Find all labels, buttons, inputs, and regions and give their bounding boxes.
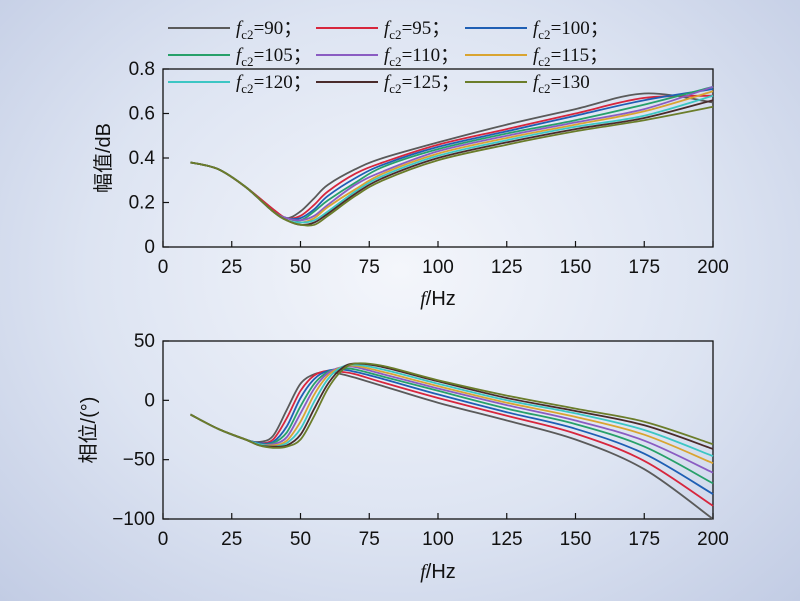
- legend-item: fc2=130: [465, 72, 590, 96]
- legend-label-var: f: [236, 72, 244, 93]
- legend-label: fc2=100；: [533, 18, 609, 42]
- y-tick-label: 0.2: [129, 193, 155, 214]
- x-tick-label: 100: [422, 257, 454, 278]
- legend-label-value: =100；: [551, 18, 609, 39]
- magnitude-y-axis-title: 幅值/dB: [92, 123, 115, 193]
- legend-label-value: =105；: [254, 45, 312, 66]
- phase-x-axis-unit: /Hz: [426, 561, 456, 583]
- magnitude-x-axis-title: f/Hz: [420, 288, 456, 310]
- y-tick-label: 0.6: [129, 104, 155, 125]
- legend-label-value: =115；: [551, 45, 609, 66]
- phase-y-axis-title: 相位/(°): [77, 397, 100, 464]
- legend-label: fc2=90；: [236, 18, 302, 42]
- x-tick-label: 175: [628, 257, 660, 278]
- y-tick-label: −100: [112, 509, 155, 530]
- series-line-fc2-130: [190, 362, 714, 449]
- phase-ticks: 0 25 50 75 100 125 150 175 200 50 0 −50 −100: [112, 331, 729, 550]
- legend-item: fc2=115；: [465, 45, 608, 69]
- legend-label-sub: c2: [538, 54, 550, 69]
- legend-item: fc2=90；: [168, 18, 302, 42]
- x-tick-label: 25: [221, 257, 242, 278]
- x-tick-label: 150: [560, 257, 592, 278]
- legend-label: fc2=120；: [236, 72, 312, 96]
- legend-item: fc2=120；: [168, 72, 312, 96]
- legend-label: fc2=125；: [384, 72, 460, 96]
- legend-item: fc2=100；: [465, 18, 609, 42]
- x-tick-label: 200: [697, 529, 729, 550]
- x-tick-label: 150: [560, 529, 592, 550]
- y-tick-label: 50: [134, 331, 155, 352]
- legend-label: fc2=105；: [236, 45, 312, 69]
- x-tick-label: 175: [628, 529, 660, 550]
- x-tick-label: 75: [359, 529, 380, 550]
- x-tick-label: 50: [290, 257, 311, 278]
- magnitude-plot: 0 25 50 75 100 125 150 175 200 0 0.2 0.4 0.6 0.8 幅值/d…: [92, 59, 729, 310]
- x-tick-label: 75: [359, 257, 380, 278]
- y-tick-label: −50: [123, 450, 155, 471]
- legend-label-var: f: [533, 18, 541, 39]
- legend-label-value: =130: [551, 72, 590, 93]
- legend-label: fc2=130: [533, 72, 590, 96]
- legend-label-var: f: [236, 18, 244, 39]
- legend-label-sub: c2: [538, 81, 550, 96]
- legend-item: fc2=105；: [168, 45, 312, 69]
- legend-label-sub: c2: [389, 27, 401, 42]
- y-tick-label: 0.8: [129, 59, 155, 80]
- phase-x-axis-var: f: [420, 561, 428, 583]
- magnitude-x-axis-var: f: [420, 288, 428, 310]
- x-tick-label: 125: [491, 529, 523, 550]
- legend-label: fc2=95；: [384, 18, 450, 42]
- legend-label-sub: c2: [241, 81, 253, 96]
- x-tick-label: 125: [491, 257, 523, 278]
- legend-label-var: f: [384, 18, 392, 39]
- legend: fc2=90； fc2=95； fc2=100；fc2=105； fc2=110； fc…: [168, 18, 609, 96]
- legend-label-sub: c2: [538, 27, 550, 42]
- legend-label-sub: c2: [389, 54, 401, 69]
- legend-label-sub: c2: [241, 27, 253, 42]
- legend-label-value: =110；: [402, 45, 460, 66]
- legend-label-value: =120；: [254, 72, 312, 93]
- y-tick-label: 0: [144, 237, 155, 258]
- legend-item: fc2=95；: [316, 18, 450, 42]
- legend-label-value: =95；: [402, 18, 451, 39]
- magnitude-ticks: 0 25 50 75 100 125 150 175 200 0 0.2 0.4 0.6 0.8: [129, 59, 729, 278]
- legend-label-value: =90；: [254, 18, 303, 39]
- legend-label-sub: c2: [389, 81, 401, 96]
- legend-label: fc2=115；: [533, 45, 608, 69]
- x-tick-label: 0: [158, 257, 169, 278]
- y-tick-label: 0: [144, 390, 155, 411]
- legend-label-value: =125；: [402, 72, 460, 93]
- x-tick-label: 50: [290, 529, 311, 550]
- legend-label-var: f: [384, 45, 392, 66]
- magnitude-x-axis-unit: /Hz: [426, 288, 456, 310]
- legend-label-var: f: [384, 72, 392, 93]
- legend-item: fc2=110；: [316, 45, 459, 69]
- y-tick-label: 0.4: [129, 148, 156, 169]
- legend-label-var: f: [533, 72, 541, 93]
- x-tick-label: 25: [221, 529, 242, 550]
- phase-x-axis-title: f/Hz: [420, 561, 456, 583]
- phase-series-layer: [190, 362, 714, 520]
- magnitude-series-layer: [190, 85, 714, 227]
- x-tick-label: 0: [158, 529, 169, 550]
- legend-label-var: f: [533, 45, 541, 66]
- legend-item: fc2=125；: [316, 72, 460, 96]
- legend-label-sub: c2: [241, 54, 253, 69]
- x-tick-label: 100: [422, 529, 454, 550]
- legend-label: fc2=110；: [384, 45, 459, 69]
- x-tick-label: 200: [697, 257, 729, 278]
- series-line-fc2-120: [190, 94, 714, 224]
- series-line-fc2-130: [190, 105, 714, 227]
- legend-label-var: f: [236, 45, 244, 66]
